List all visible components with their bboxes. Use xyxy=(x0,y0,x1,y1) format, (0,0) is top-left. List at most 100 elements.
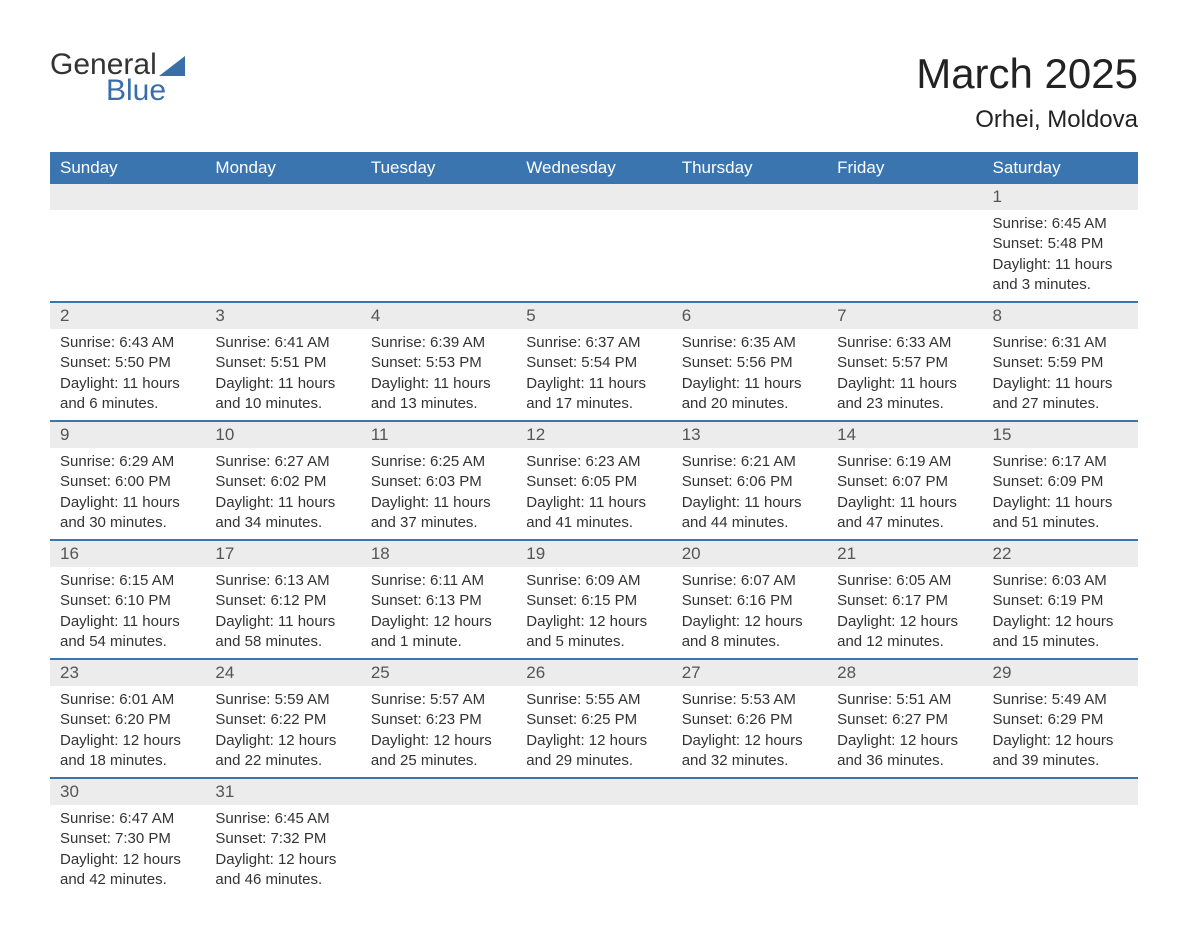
day-cell: Sunrise: 6:31 AMSunset: 5:59 PMDaylight:… xyxy=(983,329,1138,421)
sunset-text: Sunset: 5:59 PM xyxy=(993,353,1128,373)
sunrise-text: Sunrise: 6:37 AM xyxy=(526,333,661,353)
day-cell: Sunrise: 6:43 AMSunset: 5:50 PMDaylight:… xyxy=(50,329,205,421)
daylight-text: Daylight: 11 hours and 30 minutes. xyxy=(60,493,195,534)
day-cell: Sunrise: 6:09 AMSunset: 6:15 PMDaylight:… xyxy=(516,567,671,659)
day-number xyxy=(516,778,671,805)
sunset-text: Sunset: 6:23 PM xyxy=(371,710,506,730)
day-cell xyxy=(361,210,516,302)
day-number: 9 xyxy=(50,421,205,448)
sunset-text: Sunset: 6:15 PM xyxy=(526,591,661,611)
day-content-row: Sunrise: 6:15 AMSunset: 6:10 PMDaylight:… xyxy=(50,567,1138,659)
location-title: Orhei, Moldova xyxy=(916,106,1138,134)
day-number: 21 xyxy=(827,540,982,567)
sunset-text: Sunset: 6:29 PM xyxy=(993,710,1128,730)
sunset-text: Sunset: 6:06 PM xyxy=(682,472,817,492)
daylight-text: Daylight: 11 hours and 47 minutes. xyxy=(837,493,972,534)
sunset-text: Sunset: 5:48 PM xyxy=(993,234,1128,254)
daylight-text: Daylight: 11 hours and 6 minutes. xyxy=(60,374,195,415)
sunset-text: Sunset: 5:57 PM xyxy=(837,353,972,373)
day-number xyxy=(361,184,516,210)
day-number-row: 2345678 xyxy=(50,302,1138,329)
day-number: 17 xyxy=(205,540,360,567)
weekday-header: Monday xyxy=(205,152,360,184)
day-number: 4 xyxy=(361,302,516,329)
daylight-text: Daylight: 11 hours and 41 minutes. xyxy=(526,493,661,534)
day-number: 26 xyxy=(516,659,671,686)
day-cell: Sunrise: 5:55 AMSunset: 6:25 PMDaylight:… xyxy=(516,686,671,778)
sunrise-text: Sunrise: 6:45 AM xyxy=(993,214,1128,234)
day-number: 22 xyxy=(983,540,1138,567)
day-cell: Sunrise: 6:45 AMSunset: 5:48 PMDaylight:… xyxy=(983,210,1138,302)
day-number xyxy=(983,778,1138,805)
daylight-text: Daylight: 11 hours and 13 minutes. xyxy=(371,374,506,415)
daylight-text: Daylight: 12 hours and 29 minutes. xyxy=(526,731,661,772)
day-cell: Sunrise: 6:07 AMSunset: 6:16 PMDaylight:… xyxy=(672,567,827,659)
sunrise-text: Sunrise: 6:29 AM xyxy=(60,452,195,472)
day-cell: Sunrise: 6:01 AMSunset: 6:20 PMDaylight:… xyxy=(50,686,205,778)
daylight-text: Daylight: 11 hours and 58 minutes. xyxy=(215,612,350,653)
daylight-text: Daylight: 12 hours and 32 minutes. xyxy=(682,731,817,772)
daylight-text: Daylight: 12 hours and 18 minutes. xyxy=(60,731,195,772)
day-number xyxy=(827,778,982,805)
day-content-row: Sunrise: 6:47 AMSunset: 7:30 PMDaylight:… xyxy=(50,805,1138,896)
day-number-row: 23242526272829 xyxy=(50,659,1138,686)
day-content-row: Sunrise: 6:29 AMSunset: 6:00 PMDaylight:… xyxy=(50,448,1138,540)
daylight-text: Daylight: 11 hours and 17 minutes. xyxy=(526,374,661,415)
sunset-text: Sunset: 6:12 PM xyxy=(215,591,350,611)
day-number xyxy=(361,778,516,805)
sunrise-text: Sunrise: 6:39 AM xyxy=(371,333,506,353)
sunrise-text: Sunrise: 6:45 AM xyxy=(215,809,350,829)
weekday-header: Sunday xyxy=(50,152,205,184)
sunrise-text: Sunrise: 5:49 AM xyxy=(993,690,1128,710)
daylight-text: Daylight: 12 hours and 42 minutes. xyxy=(60,850,195,891)
weekday-header: Saturday xyxy=(983,152,1138,184)
daylight-text: Daylight: 12 hours and 12 minutes. xyxy=(837,612,972,653)
daylight-text: Daylight: 12 hours and 15 minutes. xyxy=(993,612,1128,653)
sunset-text: Sunset: 7:32 PM xyxy=(215,829,350,849)
day-number xyxy=(50,184,205,210)
day-number: 15 xyxy=(983,421,1138,448)
day-cell: Sunrise: 5:59 AMSunset: 6:22 PMDaylight:… xyxy=(205,686,360,778)
day-number: 6 xyxy=(672,302,827,329)
sunrise-text: Sunrise: 6:05 AM xyxy=(837,571,972,591)
day-cell: Sunrise: 6:03 AMSunset: 6:19 PMDaylight:… xyxy=(983,567,1138,659)
day-cell: Sunrise: 6:41 AMSunset: 5:51 PMDaylight:… xyxy=(205,329,360,421)
title-block: March 2025 Orhei, Moldova xyxy=(916,50,1138,134)
logo: General Blue xyxy=(50,50,185,106)
sunrise-text: Sunrise: 5:51 AM xyxy=(837,690,972,710)
sunset-text: Sunset: 5:53 PM xyxy=(371,353,506,373)
day-cell: Sunrise: 6:17 AMSunset: 6:09 PMDaylight:… xyxy=(983,448,1138,540)
day-number: 31 xyxy=(205,778,360,805)
sunrise-text: Sunrise: 6:03 AM xyxy=(993,571,1128,591)
day-cell: Sunrise: 6:19 AMSunset: 6:07 PMDaylight:… xyxy=(827,448,982,540)
day-number: 7 xyxy=(827,302,982,329)
day-number: 28 xyxy=(827,659,982,686)
daylight-text: Daylight: 11 hours and 54 minutes. xyxy=(60,612,195,653)
sunrise-text: Sunrise: 6:35 AM xyxy=(682,333,817,353)
sunrise-text: Sunrise: 6:15 AM xyxy=(60,571,195,591)
day-cell: Sunrise: 5:51 AMSunset: 6:27 PMDaylight:… xyxy=(827,686,982,778)
day-number: 19 xyxy=(516,540,671,567)
daylight-text: Daylight: 12 hours and 39 minutes. xyxy=(993,731,1128,772)
weekday-header: Wednesday xyxy=(516,152,671,184)
sunset-text: Sunset: 6:10 PM xyxy=(60,591,195,611)
sunset-text: Sunset: 6:00 PM xyxy=(60,472,195,492)
daylight-text: Daylight: 12 hours and 46 minutes. xyxy=(215,850,350,891)
sunrise-text: Sunrise: 6:41 AM xyxy=(215,333,350,353)
day-cell: Sunrise: 6:35 AMSunset: 5:56 PMDaylight:… xyxy=(672,329,827,421)
day-number: 16 xyxy=(50,540,205,567)
sunset-text: Sunset: 6:02 PM xyxy=(215,472,350,492)
daylight-text: Daylight: 11 hours and 20 minutes. xyxy=(682,374,817,415)
day-cell: Sunrise: 6:23 AMSunset: 6:05 PMDaylight:… xyxy=(516,448,671,540)
day-cell: Sunrise: 6:47 AMSunset: 7:30 PMDaylight:… xyxy=(50,805,205,896)
day-cell xyxy=(205,210,360,302)
daylight-text: Daylight: 11 hours and 27 minutes. xyxy=(993,374,1128,415)
daylight-text: Daylight: 12 hours and 8 minutes. xyxy=(682,612,817,653)
sunset-text: Sunset: 6:26 PM xyxy=(682,710,817,730)
sunrise-text: Sunrise: 6:21 AM xyxy=(682,452,817,472)
day-number: 24 xyxy=(205,659,360,686)
weekday-header: Thursday xyxy=(672,152,827,184)
sunrise-text: Sunrise: 5:57 AM xyxy=(371,690,506,710)
sunrise-text: Sunrise: 6:19 AM xyxy=(837,452,972,472)
daylight-text: Daylight: 12 hours and 22 minutes. xyxy=(215,731,350,772)
